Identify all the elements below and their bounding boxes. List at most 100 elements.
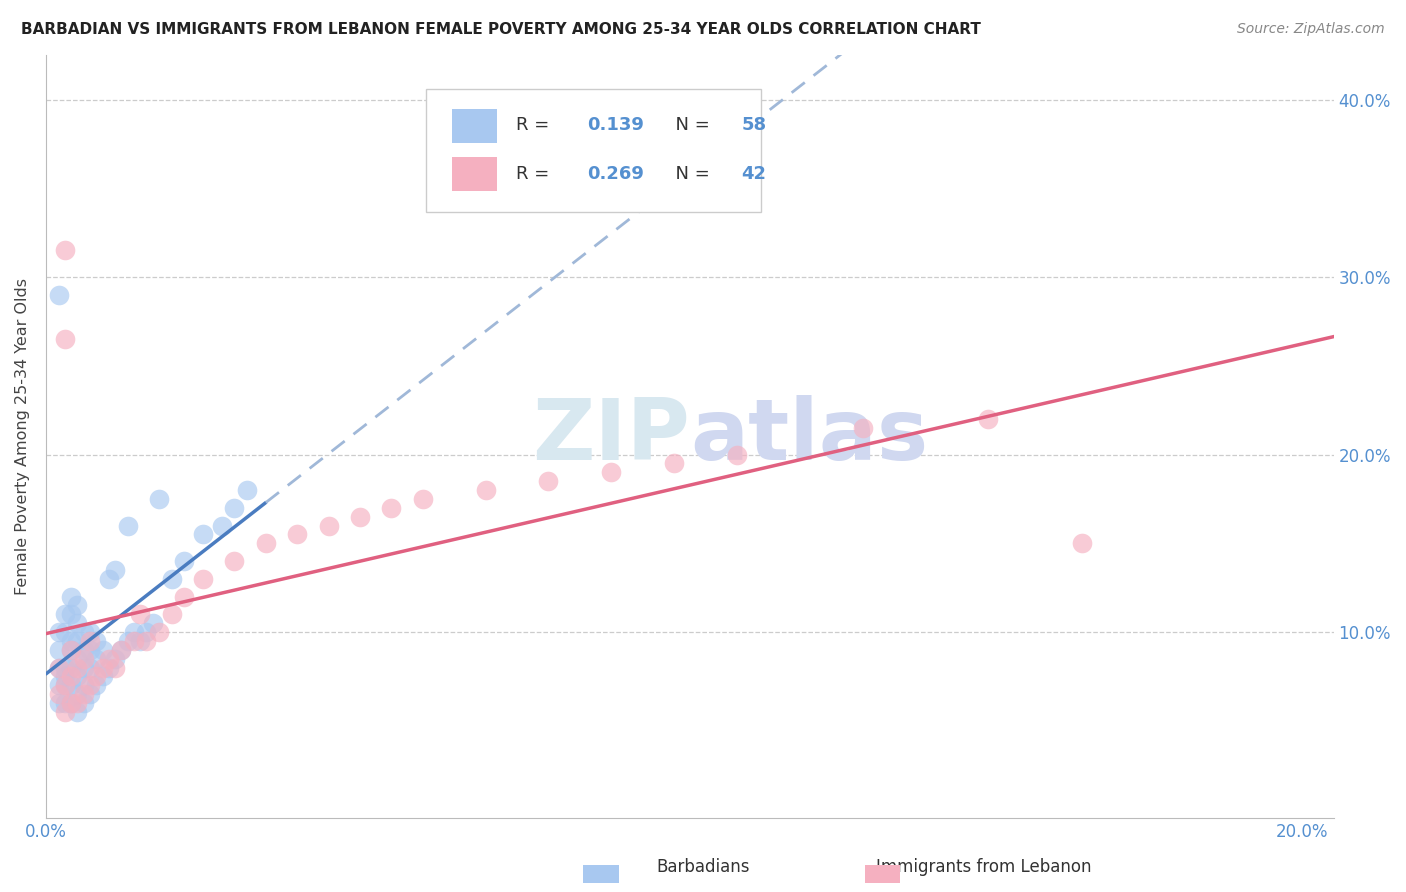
Point bbox=[254, 536, 277, 550]
Point bbox=[53, 678, 76, 692]
Point bbox=[97, 660, 120, 674]
Bar bbox=[451, 157, 496, 191]
Point bbox=[53, 607, 76, 622]
Point bbox=[66, 705, 89, 719]
Text: Immigrants from Lebanon: Immigrants from Lebanon bbox=[876, 858, 1092, 876]
Text: N =: N = bbox=[664, 116, 716, 135]
Point bbox=[79, 642, 101, 657]
Point bbox=[48, 642, 70, 657]
Point bbox=[60, 590, 83, 604]
Point bbox=[79, 660, 101, 674]
Point bbox=[84, 634, 107, 648]
Point bbox=[91, 660, 114, 674]
Point bbox=[66, 599, 89, 613]
Point bbox=[117, 634, 139, 648]
Point bbox=[173, 590, 195, 604]
Point bbox=[60, 607, 83, 622]
Point bbox=[48, 687, 70, 701]
Point bbox=[48, 660, 70, 674]
Point bbox=[79, 687, 101, 701]
Point bbox=[60, 696, 83, 710]
Point bbox=[148, 491, 170, 506]
Point bbox=[117, 518, 139, 533]
Point bbox=[66, 669, 89, 683]
Point bbox=[977, 412, 1000, 426]
Point bbox=[66, 616, 89, 631]
Text: ZIP: ZIP bbox=[531, 395, 690, 478]
Point bbox=[224, 500, 246, 515]
Point bbox=[53, 696, 76, 710]
Point bbox=[236, 483, 259, 497]
Point bbox=[104, 660, 127, 674]
Point bbox=[211, 518, 233, 533]
Point bbox=[160, 607, 183, 622]
Point bbox=[60, 642, 83, 657]
Point bbox=[110, 642, 132, 657]
Point bbox=[66, 660, 89, 674]
Point bbox=[662, 457, 685, 471]
Point bbox=[537, 474, 560, 488]
Point bbox=[53, 678, 76, 692]
Point bbox=[191, 572, 214, 586]
Point bbox=[1071, 536, 1094, 550]
Text: 42: 42 bbox=[741, 165, 766, 183]
Point bbox=[79, 634, 101, 648]
Point bbox=[142, 616, 165, 631]
Point bbox=[66, 696, 89, 710]
Point bbox=[48, 660, 70, 674]
FancyBboxPatch shape bbox=[426, 89, 761, 211]
Point bbox=[84, 669, 107, 683]
Point bbox=[73, 642, 96, 657]
Text: BARBADIAN VS IMMIGRANTS FROM LEBANON FEMALE POVERTY AMONG 25-34 YEAR OLDS CORREL: BARBADIAN VS IMMIGRANTS FROM LEBANON FEM… bbox=[21, 22, 981, 37]
Point bbox=[79, 678, 101, 692]
Point bbox=[48, 696, 70, 710]
Point bbox=[91, 642, 114, 657]
Point bbox=[60, 642, 83, 657]
Point bbox=[474, 483, 496, 497]
Point bbox=[66, 687, 89, 701]
Point bbox=[285, 527, 308, 541]
Point bbox=[48, 678, 70, 692]
Point bbox=[104, 563, 127, 577]
Point bbox=[53, 669, 76, 683]
Point bbox=[91, 669, 114, 683]
Point bbox=[66, 634, 89, 648]
Point bbox=[380, 500, 402, 515]
Text: 0.139: 0.139 bbox=[586, 116, 644, 135]
Point bbox=[73, 696, 96, 710]
Point bbox=[135, 634, 157, 648]
Point bbox=[97, 651, 120, 665]
Point bbox=[53, 660, 76, 674]
Text: Barbadians: Barbadians bbox=[657, 858, 749, 876]
Point bbox=[60, 634, 83, 648]
Point bbox=[60, 669, 83, 683]
Point bbox=[129, 634, 152, 648]
Point bbox=[725, 448, 748, 462]
Point bbox=[148, 625, 170, 640]
Point bbox=[60, 696, 83, 710]
Point bbox=[66, 651, 89, 665]
Text: Source: ZipAtlas.com: Source: ZipAtlas.com bbox=[1237, 22, 1385, 37]
Point bbox=[160, 572, 183, 586]
Text: 0.269: 0.269 bbox=[586, 165, 644, 183]
Point bbox=[73, 678, 96, 692]
Point bbox=[53, 332, 76, 346]
Point bbox=[412, 491, 434, 506]
Text: N =: N = bbox=[664, 165, 716, 183]
Point bbox=[600, 465, 623, 479]
Point bbox=[48, 287, 70, 301]
Point bbox=[349, 509, 371, 524]
Point bbox=[60, 660, 83, 674]
Point bbox=[60, 678, 83, 692]
Point bbox=[135, 625, 157, 640]
Point bbox=[122, 634, 145, 648]
Point bbox=[851, 421, 873, 435]
Point bbox=[73, 625, 96, 640]
Point bbox=[318, 518, 340, 533]
Point bbox=[191, 527, 214, 541]
Text: atlas: atlas bbox=[690, 395, 928, 478]
Point bbox=[84, 651, 107, 665]
Point bbox=[79, 625, 101, 640]
Point bbox=[53, 705, 76, 719]
Point bbox=[48, 625, 70, 640]
